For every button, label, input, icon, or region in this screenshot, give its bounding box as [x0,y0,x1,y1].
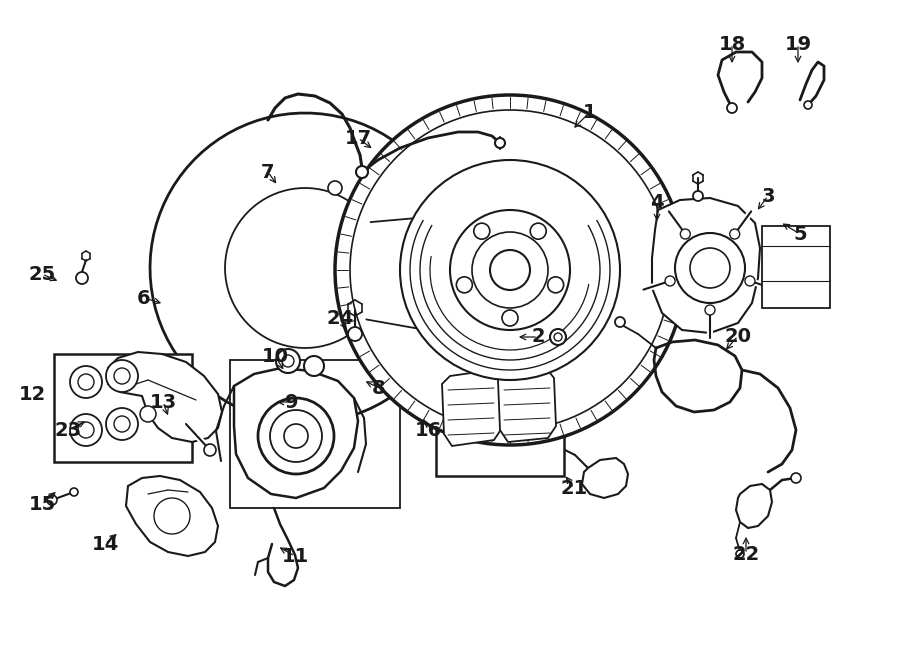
Text: 3: 3 [761,187,775,205]
Circle shape [791,473,801,483]
Text: 15: 15 [29,495,56,514]
Bar [762,226,830,308]
Text: 13: 13 [149,393,176,412]
Circle shape [495,138,505,148]
Circle shape [745,276,755,286]
Circle shape [78,374,94,390]
Circle shape [204,444,216,456]
Text: 16: 16 [414,420,442,440]
Circle shape [554,333,562,341]
Text: 9: 9 [285,393,299,412]
Circle shape [736,550,744,558]
Circle shape [450,210,570,330]
Polygon shape [582,458,628,498]
Circle shape [350,110,670,430]
Circle shape [328,181,342,195]
Text: 24: 24 [327,308,354,328]
Text: 23: 23 [54,420,82,440]
Polygon shape [442,370,502,446]
Text: 21: 21 [561,479,588,498]
Circle shape [114,416,130,432]
Polygon shape [652,198,760,333]
Circle shape [284,424,308,448]
Text: 20: 20 [724,326,751,346]
Circle shape [106,360,138,392]
Circle shape [304,356,324,376]
Circle shape [472,232,548,308]
Circle shape [705,305,715,315]
Text: 12: 12 [18,385,46,404]
Circle shape [348,327,362,341]
Text: 19: 19 [785,34,812,54]
Text: 7: 7 [261,162,274,181]
Text: 10: 10 [262,346,289,365]
Circle shape [114,368,130,384]
Text: 14: 14 [92,534,119,553]
Circle shape [502,310,518,326]
Circle shape [456,277,472,293]
Circle shape [680,229,690,239]
Polygon shape [736,484,772,528]
Circle shape [276,349,300,373]
Polygon shape [234,368,358,498]
Circle shape [550,329,566,345]
Polygon shape [126,476,218,556]
Circle shape [473,223,490,239]
Polygon shape [108,352,222,442]
Text: 5: 5 [793,224,806,244]
Text: 18: 18 [718,34,745,54]
Circle shape [690,248,730,288]
Text: 1: 1 [583,103,597,122]
Circle shape [70,414,102,446]
Polygon shape [498,368,556,442]
Text: 2: 2 [531,328,544,346]
Bar [54,354,192,462]
Bar [436,358,564,476]
Circle shape [106,408,138,440]
Circle shape [356,166,368,178]
Circle shape [490,250,530,290]
Circle shape [693,191,703,201]
Circle shape [615,317,625,327]
Circle shape [335,95,685,445]
Text: 17: 17 [345,128,372,148]
Circle shape [258,398,334,474]
Text: 8: 8 [373,379,386,397]
Circle shape [804,101,812,109]
Circle shape [47,495,57,505]
Circle shape [282,355,294,367]
Text: 4: 4 [650,193,664,211]
Circle shape [76,272,88,284]
Text: 25: 25 [29,265,56,283]
Circle shape [70,366,102,398]
Text: 22: 22 [733,545,760,563]
Circle shape [665,276,675,286]
Bar [230,360,400,508]
Circle shape [140,406,156,422]
Circle shape [548,277,563,293]
Circle shape [400,160,620,380]
Circle shape [70,488,78,496]
Text: 6: 6 [137,289,151,308]
Circle shape [530,223,546,239]
Circle shape [730,229,740,239]
Circle shape [270,410,322,462]
Circle shape [78,422,94,438]
Circle shape [727,103,737,113]
Text: 11: 11 [282,547,309,565]
Circle shape [675,233,745,303]
